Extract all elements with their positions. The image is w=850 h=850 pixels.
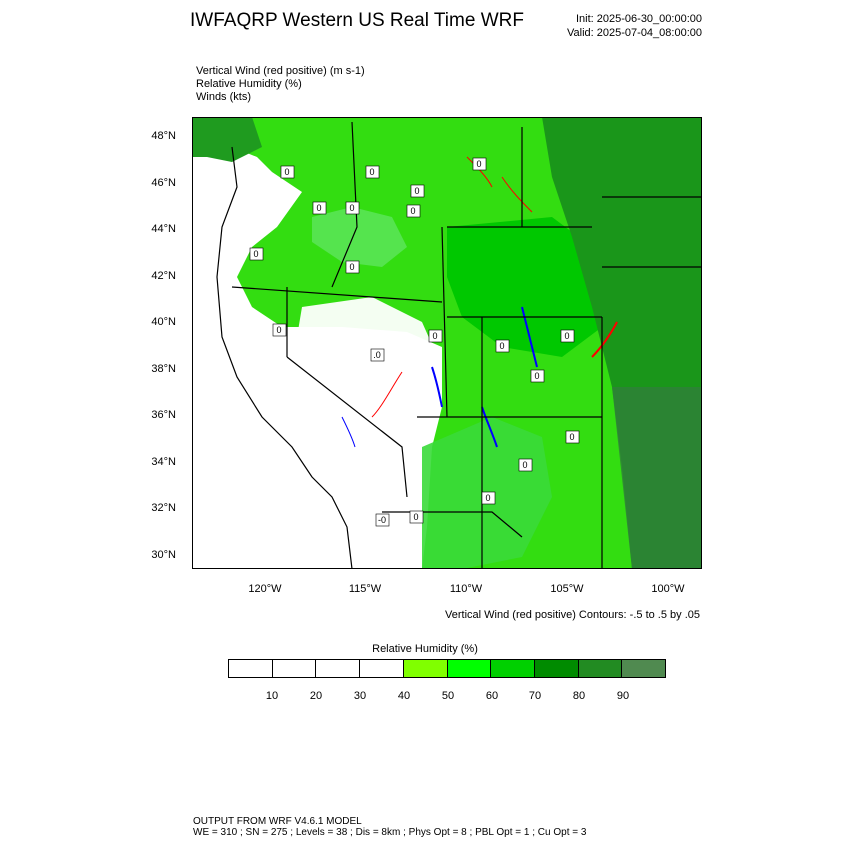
chart-title: IWFAQRP Western US Real Time WRF	[190, 10, 524, 31]
contour-label: 0	[472, 157, 487, 171]
lon-label: 115°W	[348, 583, 382, 595]
contour-label: 0	[410, 184, 425, 198]
svg-text:0: 0	[349, 203, 354, 213]
lat-label: 30°N	[151, 549, 176, 561]
svg-text:0: 0	[564, 331, 569, 341]
contour-label: 0	[365, 165, 380, 179]
lat-label: 40°N	[151, 316, 176, 328]
contour-label: -0	[375, 513, 390, 527]
contour-label: 0	[518, 458, 533, 472]
contour-label: 0	[560, 329, 575, 343]
lat-label: 46°N	[151, 177, 176, 189]
lat-label: 38°N	[151, 363, 176, 375]
contour-label: 0	[249, 247, 264, 261]
svg-text:0: 0	[316, 203, 321, 213]
contour-label: 0	[495, 339, 510, 353]
contour-label: 0	[428, 329, 443, 343]
svg-text:0: 0	[534, 371, 539, 381]
svg-text:0: 0	[414, 186, 419, 196]
colorbar-swatch	[534, 660, 579, 677]
svg-text:0: 0	[410, 206, 415, 216]
svg-text:0: 0	[499, 341, 504, 351]
colorbar-swatch	[447, 660, 492, 677]
colorbar-swatch	[578, 660, 623, 677]
contour-label: 0	[409, 510, 424, 524]
lat-label: 34°N	[151, 456, 176, 468]
lat-label: 42°N	[151, 270, 176, 282]
lat-label: 36°N	[151, 409, 176, 421]
humidity-colorbar	[228, 659, 666, 678]
colorbar-label: 90	[616, 690, 630, 702]
contour-label: 0	[280, 165, 295, 179]
lon-label: 100°W	[651, 583, 685, 595]
svg-text:0: 0	[253, 249, 258, 259]
colorbar-label: 30	[353, 690, 367, 702]
colorbar-label: 20	[309, 690, 323, 702]
svg-text:0: 0	[485, 493, 490, 503]
map-canvas: 0 0 0 0 0 0 0 0 0 0 0 .0 0 0 0 0 -0 0 0 0	[192, 117, 702, 570]
svg-text:0: 0	[284, 167, 289, 177]
lat-label: 32°N	[151, 502, 176, 514]
contour-label: 0	[406, 204, 421, 218]
valid-time: Valid: 2025-07-04_08:00:00	[567, 27, 702, 39]
colorbar-swatch	[229, 660, 273, 677]
colorbar-label: 80	[572, 690, 586, 702]
svg-text:0: 0	[522, 460, 527, 470]
contour-label: 0	[530, 369, 545, 383]
map-frame	[192, 117, 702, 569]
contour-label: 0	[481, 491, 496, 505]
legend-title: Relative Humidity (%)	[372, 643, 478, 655]
svg-text:0: 0	[276, 325, 281, 335]
field-relative-humidity: Relative Humidity (%)	[196, 78, 302, 90]
colorbar-swatch	[360, 660, 404, 677]
colorbar-swatch	[622, 660, 666, 677]
colorbar-label: 60	[485, 690, 499, 702]
contour-label: 0	[312, 201, 327, 215]
field-winds: Winds (kts)	[196, 91, 251, 103]
contour-label: .0	[370, 348, 385, 362]
svg-text:0: 0	[369, 167, 374, 177]
field-vertical-wind: Vertical Wind (red positive) (m s-1)	[196, 65, 365, 77]
colorbar-label: 40	[397, 690, 411, 702]
model-footer-line1: OUTPUT FROM WRF V4.6.1 MODEL	[193, 816, 362, 827]
contour-label: 0	[345, 201, 360, 215]
colorbar-swatch	[316, 660, 361, 677]
lon-label: 110°W	[449, 583, 483, 595]
svg-text:0: 0	[349, 262, 354, 272]
lat-label: 48°N	[151, 130, 176, 142]
contour-label: 0	[345, 260, 360, 274]
contour-note: Vertical Wind (red positive) Contours: -…	[445, 609, 700, 621]
svg-text:-0: -0	[378, 515, 386, 525]
colorbar-label: 10	[265, 690, 279, 702]
colorbar-label: 70	[528, 690, 542, 702]
colorbar-swatch	[491, 660, 535, 677]
map-panel: 0 0 0 0 0 0 0 0 0 0 0 .0 0 0 0 0 -0 0 0 0	[192, 117, 702, 570]
svg-text:0: 0	[432, 331, 437, 341]
lon-label: 105°W	[550, 583, 584, 595]
svg-text:0: 0	[413, 512, 418, 522]
colorbar-swatch	[272, 660, 317, 677]
contour-label: 0	[565, 430, 580, 444]
svg-text:.0: .0	[373, 350, 381, 360]
contour-label: 0	[272, 323, 287, 337]
vertical-wind-contours	[341, 156, 618, 448]
init-time: Init: 2025-06-30_00:00:00	[576, 13, 702, 25]
model-footer-line2: WE = 310 ; SN = 275 ; Levels = 38 ; Dis …	[193, 827, 587, 838]
lon-label: 120°W	[248, 583, 282, 595]
svg-text:0: 0	[569, 432, 574, 442]
colorbar-swatch	[403, 660, 448, 677]
lat-label: 44°N	[151, 223, 176, 235]
colorbar-label: 50	[441, 690, 455, 702]
svg-text:0: 0	[476, 159, 481, 169]
state-boundaries	[216, 121, 702, 570]
